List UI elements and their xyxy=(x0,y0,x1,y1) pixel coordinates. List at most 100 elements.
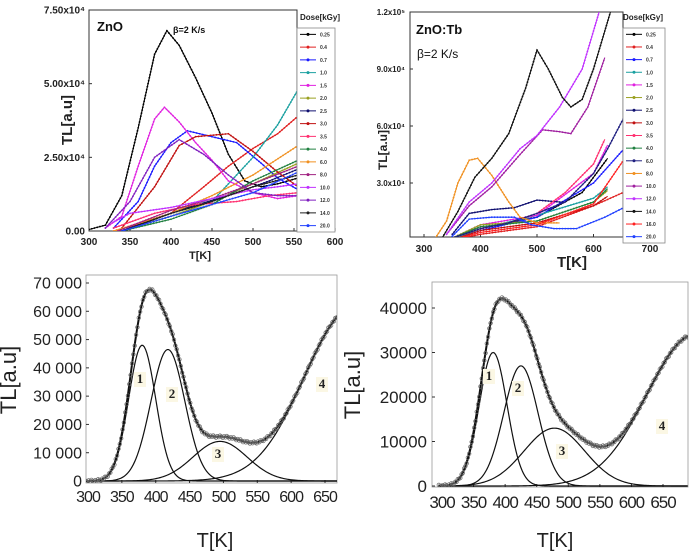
data-point xyxy=(547,210,550,213)
data-point xyxy=(147,82,149,85)
measured-point xyxy=(451,481,457,487)
legend-title: Dose[kGy] xyxy=(300,13,340,22)
data-point xyxy=(143,174,146,177)
data-point xyxy=(596,154,599,157)
data-point xyxy=(502,168,504,171)
data-point xyxy=(222,195,225,197)
data-point xyxy=(504,166,506,168)
data-point xyxy=(161,37,164,40)
data-point xyxy=(533,214,535,217)
data-point xyxy=(267,187,270,189)
data-point xyxy=(513,208,516,211)
data-point xyxy=(288,103,291,106)
data-point xyxy=(138,197,141,200)
data-point xyxy=(555,227,558,230)
data-point xyxy=(163,149,166,152)
data-point xyxy=(175,205,178,208)
data-point xyxy=(167,162,170,165)
data-point xyxy=(146,85,149,88)
data-point xyxy=(561,96,564,99)
data-point xyxy=(602,198,604,201)
data-point xyxy=(189,66,192,68)
data-point xyxy=(484,164,487,167)
data-point xyxy=(187,210,190,213)
data-point xyxy=(592,30,595,32)
data-point xyxy=(254,172,257,175)
data-point xyxy=(144,221,146,224)
data-point xyxy=(141,224,143,226)
measured-point xyxy=(182,381,187,386)
data-point xyxy=(229,175,232,178)
data-point xyxy=(282,185,285,187)
data-point xyxy=(129,190,131,193)
legend-entry: 1.5 xyxy=(300,83,327,89)
data-point xyxy=(184,201,186,203)
legend-marker xyxy=(306,211,310,215)
data-point xyxy=(460,202,463,205)
data-point xyxy=(230,181,233,184)
data-point xyxy=(499,216,502,219)
data-point xyxy=(607,19,609,22)
data-point xyxy=(609,197,612,200)
data-point xyxy=(208,106,211,109)
data-point xyxy=(173,208,175,211)
data-point xyxy=(111,210,114,213)
data-point xyxy=(257,170,259,173)
data-point xyxy=(285,184,288,187)
data-point xyxy=(204,98,207,101)
data-point xyxy=(166,165,168,168)
data-point xyxy=(547,203,550,206)
data-point xyxy=(543,125,546,127)
y-tick-label: 3.0x10⁴ xyxy=(377,179,405,188)
data-point xyxy=(530,223,533,226)
measured-point xyxy=(484,341,489,346)
data-point xyxy=(269,137,272,140)
data-point xyxy=(558,212,561,215)
data-point xyxy=(120,224,123,227)
data-point xyxy=(541,127,544,130)
x-tick-label: 400 xyxy=(472,244,489,255)
data-point xyxy=(451,239,453,241)
data-point xyxy=(127,168,130,171)
data-point xyxy=(600,41,603,44)
data-point xyxy=(177,136,179,139)
data-point xyxy=(479,195,482,198)
data-point xyxy=(466,220,468,223)
data-point xyxy=(261,192,264,195)
data-point xyxy=(234,138,237,140)
data-point xyxy=(244,184,247,187)
data-point xyxy=(527,227,529,229)
measured-point xyxy=(637,405,642,411)
measured-point xyxy=(650,382,655,387)
data-point xyxy=(512,218,515,221)
data-point xyxy=(140,217,142,220)
data-point xyxy=(292,119,295,121)
data-point xyxy=(198,189,201,192)
data-point xyxy=(592,197,595,200)
legend-label: 0.7 xyxy=(320,58,327,64)
data-point xyxy=(509,165,511,167)
data-point xyxy=(155,162,158,165)
data-point xyxy=(499,145,502,147)
data-point xyxy=(133,223,136,226)
data-point xyxy=(581,183,584,186)
data-point xyxy=(620,192,623,195)
data-point xyxy=(191,195,193,198)
data-point xyxy=(522,92,525,95)
peak-label: 4 xyxy=(659,418,666,433)
measured-point xyxy=(190,408,196,414)
data-point xyxy=(577,187,580,190)
data-point xyxy=(246,182,249,185)
data-point xyxy=(149,129,152,132)
data-point xyxy=(141,106,144,109)
data-point xyxy=(566,189,569,192)
data-point xyxy=(149,73,151,76)
data-point xyxy=(470,203,473,205)
data-point xyxy=(468,212,471,215)
data-point xyxy=(249,190,252,192)
data-point xyxy=(260,183,263,186)
data-point xyxy=(581,174,584,176)
data-point xyxy=(186,140,189,143)
data-point xyxy=(150,68,153,70)
